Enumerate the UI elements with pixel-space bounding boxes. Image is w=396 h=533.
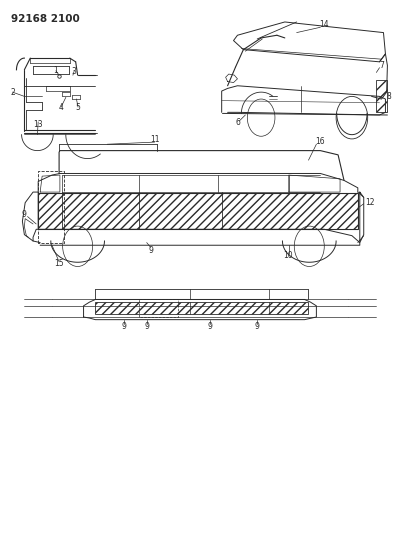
- Text: 11: 11: [150, 135, 159, 144]
- Text: 7: 7: [379, 61, 384, 70]
- Text: 2: 2: [10, 87, 15, 96]
- Text: 13: 13: [33, 119, 43, 128]
- Text: 12: 12: [365, 198, 374, 207]
- Text: 6: 6: [235, 118, 240, 127]
- Text: 16: 16: [315, 137, 324, 146]
- Text: 9: 9: [255, 321, 260, 330]
- Text: 3: 3: [72, 67, 76, 76]
- Text: 14: 14: [320, 20, 329, 29]
- Text: 5: 5: [76, 102, 80, 111]
- Text: 92168 2100: 92168 2100: [11, 14, 79, 24]
- Text: 9: 9: [122, 321, 126, 330]
- Text: 15: 15: [54, 260, 64, 268]
- Text: 9: 9: [22, 210, 27, 219]
- Text: 10: 10: [283, 252, 293, 260]
- Text: 4: 4: [59, 102, 63, 111]
- Text: 9: 9: [208, 321, 212, 330]
- Text: 1: 1: [53, 67, 58, 75]
- Text: 9: 9: [148, 246, 153, 255]
- Text: 9: 9: [144, 321, 149, 330]
- Text: 8: 8: [386, 92, 391, 101]
